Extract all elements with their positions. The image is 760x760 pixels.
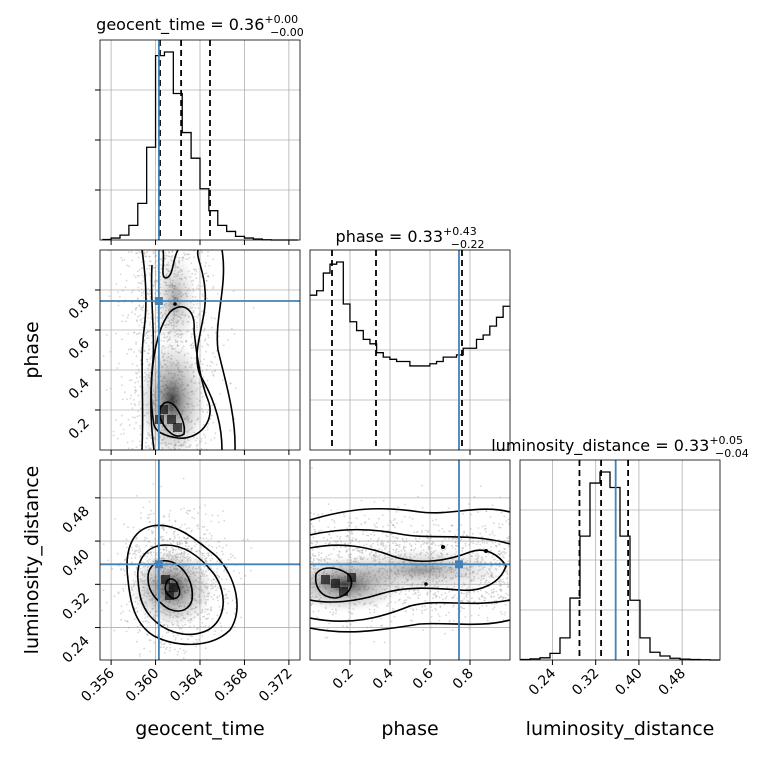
ylabel-luminosity-distance: luminosity_distance xyxy=(21,466,43,655)
truth-point-geocent-time-phase xyxy=(154,297,163,305)
ytick-phase-0: 0.2 xyxy=(66,416,93,443)
truth-point-phase-luminosity-distance xyxy=(455,560,463,569)
frame-phase xyxy=(309,249,511,451)
ytick-luminosity_distance-2: 0.40 xyxy=(59,547,92,580)
xtick-geocent_time-3: 0.368 xyxy=(212,666,252,706)
xtick-phase-3: 0.8 xyxy=(450,666,477,693)
panel-2d-phase-luminosity-distance: 0.2 0.4 0.6 0.8 xyxy=(309,459,511,693)
contour-core xyxy=(164,578,181,600)
xlabel-phase: phase xyxy=(381,718,438,740)
contour-outer-top xyxy=(310,507,510,521)
xtick-luminosity_distance-0: 0.24 xyxy=(526,665,559,698)
panel-hist-phase xyxy=(309,249,511,455)
title-phase: phase = 0.33+0.43 −0.22 xyxy=(336,225,485,251)
ytick-luminosity_distance-0: 0.24 xyxy=(59,633,92,666)
xtick-geocent_time-0: 0.356 xyxy=(78,665,118,705)
title-geocent-time: geocent_time = 0.36+0.00 −0.00 xyxy=(96,13,304,39)
ytick-phase-3: 0.8 xyxy=(66,296,93,323)
xtick-luminosity_distance-3: 0.48 xyxy=(656,666,689,699)
contour-mid-bottom xyxy=(310,599,510,623)
contour-core xyxy=(314,567,353,599)
contours-geocent-time-luminosity-distance xyxy=(126,524,238,646)
contour-mid xyxy=(137,544,224,636)
ytick-phase-1: 0.4 xyxy=(66,375,93,402)
title-luminosity-distance: luminosity_distance = 0.33+0.05 −0.04 xyxy=(491,434,749,460)
histogram-luminosity-distance xyxy=(520,471,720,661)
ytick-phase-2: 0.6 xyxy=(66,335,93,362)
frame-luminosity-distance xyxy=(519,459,721,661)
contour-mid-right xyxy=(196,250,223,450)
panel-hist-luminosity-distance xyxy=(519,459,721,661)
xtick-geocent_time-2: 0.364 xyxy=(167,665,207,705)
ylabel-phase: phase xyxy=(21,321,43,378)
xtick-luminosity_distance-2: 0.40 xyxy=(612,666,645,699)
panel-hist-geocent-time xyxy=(95,39,301,245)
contour-core xyxy=(158,401,186,437)
panel-2d-geocent-time-luminosity-distance: 0.24 0.32 0.40 0.48 0.356 0.360 0.364 0.368 0.3… xyxy=(59,459,301,706)
contours-phase-luminosity-distance xyxy=(310,507,510,633)
xtick-luminosity_distance-1: 0.32 xyxy=(569,666,602,699)
xtick-geocent_time-1: 0.360 xyxy=(123,666,163,706)
contour-outer-bottom xyxy=(310,619,510,633)
histogram-geocent-time xyxy=(102,51,298,241)
contour-outer xyxy=(126,524,238,646)
ytick-luminosity_distance-1: 0.32 xyxy=(59,590,92,623)
histogram-phase xyxy=(310,261,510,367)
panel-2d-geocent-time-phase: 0.2 0.4 0.6 0.8 xyxy=(66,249,301,455)
truth-point-geocent-time-luminosity-distance xyxy=(154,560,163,569)
xtick-phase-1: 0.4 xyxy=(370,665,397,692)
xlabel-luminosity-distance: luminosity_distance xyxy=(526,718,715,740)
xlabel-geocent-time: geocent_time xyxy=(135,718,264,740)
ytick-luminosity_distance-3: 0.48 xyxy=(59,503,92,536)
xtick-phase-2: 0.6 xyxy=(410,665,437,692)
xtick-phase-0: 0.2 xyxy=(330,666,357,693)
contour-mid-top xyxy=(310,528,510,545)
contour-inner xyxy=(310,544,507,603)
contour-outer-right xyxy=(216,250,236,450)
contour-top-small xyxy=(162,250,179,279)
contour-outer-left xyxy=(141,250,147,450)
xtick-geocent_time-4: 0.372 xyxy=(256,666,296,706)
